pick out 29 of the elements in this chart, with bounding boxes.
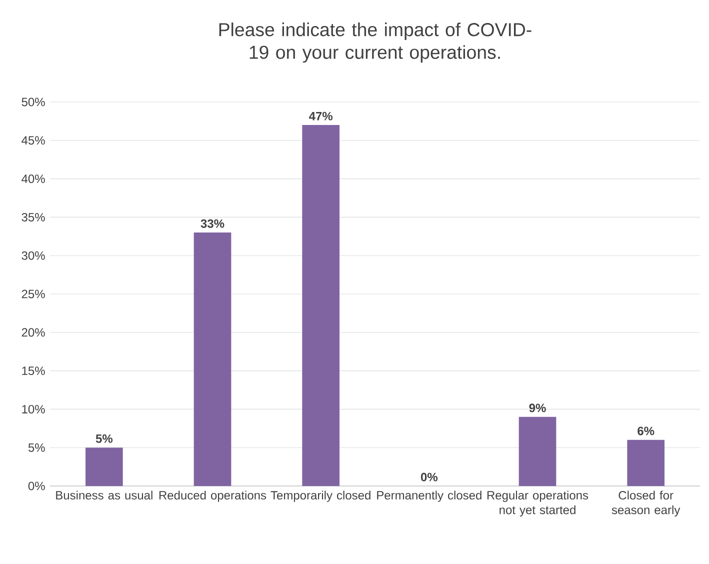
y-tick-label: 35% [22,212,45,222]
bar [518,416,556,486]
bar [627,440,665,486]
bar [194,232,232,486]
data-label: 47% [309,112,333,120]
data-label: 6% [638,426,654,436]
x-tick-label: Reduced operations [159,490,266,502]
data-label: 0% [420,472,438,482]
x-tick-label: Business as usual [56,490,152,500]
y-tick-label: 25% [22,290,45,298]
y-tick-label: 50% [22,98,45,106]
y-tick-label: 5% [28,443,45,452]
data-label: 9% [529,404,546,412]
y-tick-label: 0% [28,482,45,490]
x-tick-label: Closed for season early [612,490,680,517]
x-tick-label: Permanently closed [377,490,482,502]
chart-title: Please indicate the impact of COVID-19 on your current operations. [219,22,532,63]
y-tick-label: 40% [22,174,45,184]
x-tick-label: Regular operations not yet started [487,490,588,517]
data-label: 33% [200,219,224,228]
bar [302,125,340,486]
y-tick-label: 10% [22,404,45,414]
y-tick-label: 20% [22,328,45,337]
x-tick-label: Temporarily closed [270,490,370,502]
y-tick-label: 30% [22,251,45,260]
bar [86,448,123,486]
y-tick-label: 45% [22,136,45,145]
y-tick-label: 15% [22,366,45,376]
data-label: 5% [96,434,113,443]
